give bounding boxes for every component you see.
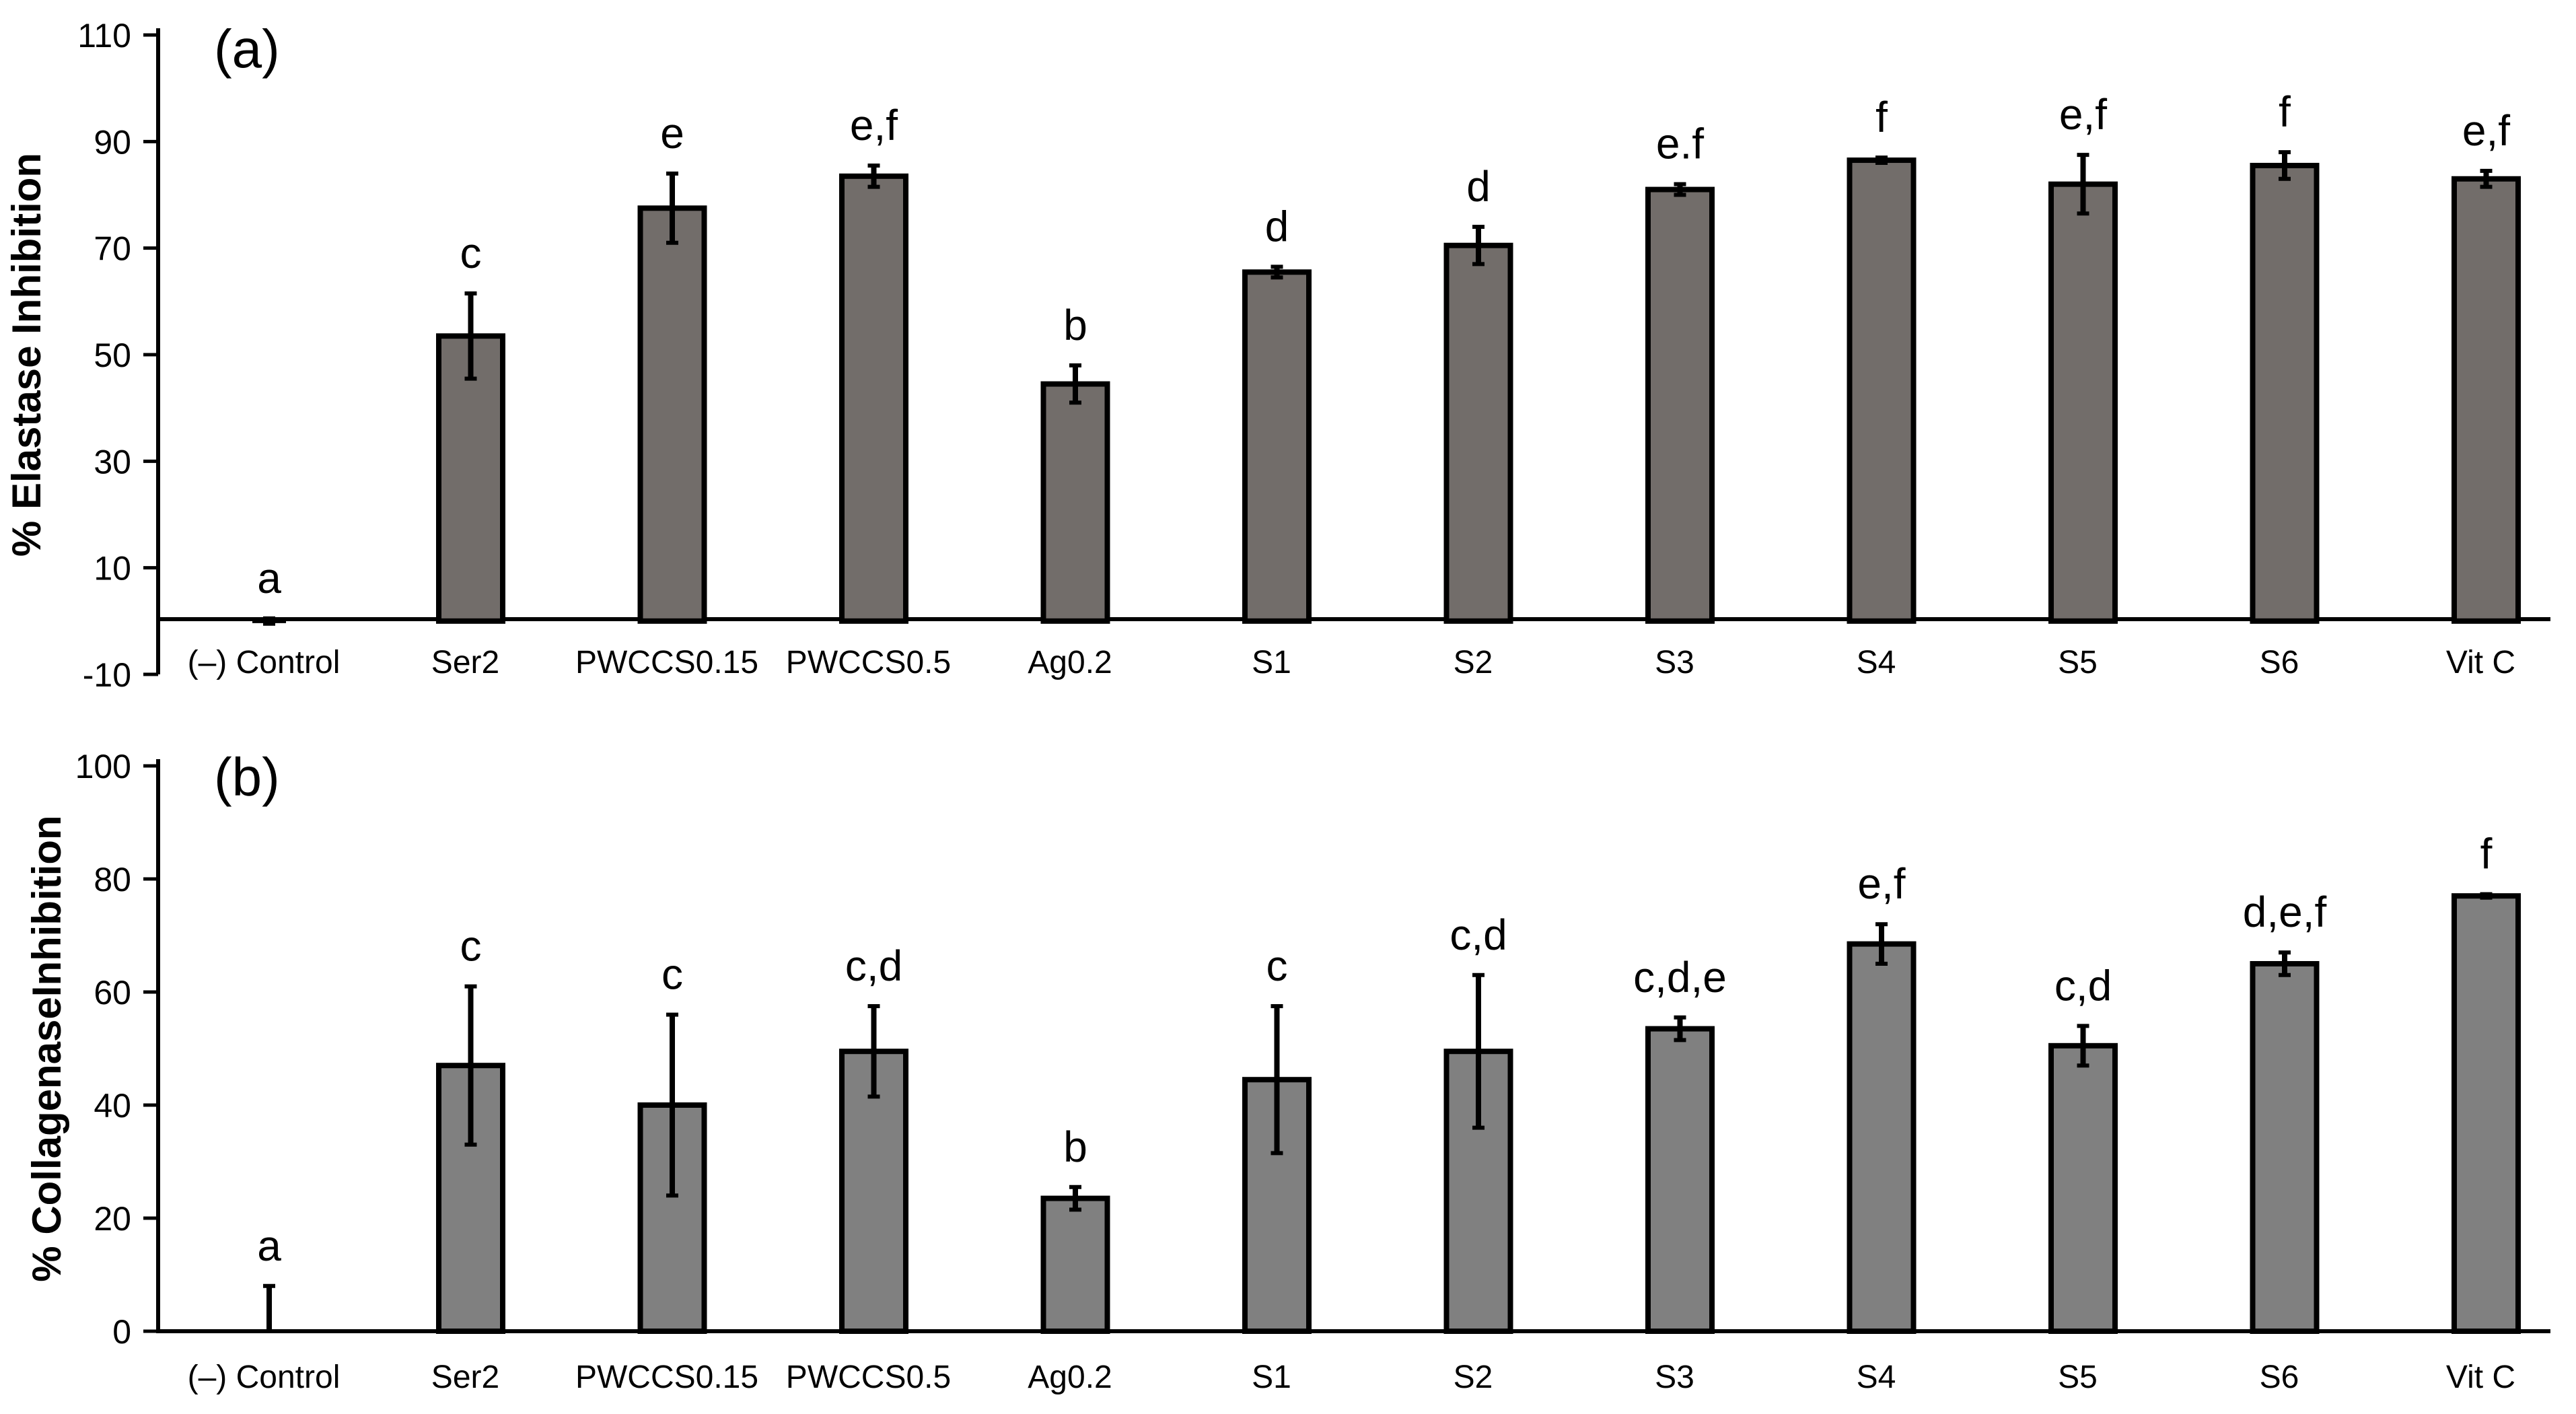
- category-label: Ag0.2: [1028, 645, 1112, 680]
- significance-label: c: [460, 229, 482, 277]
- category-label: (–) Control: [188, 645, 341, 680]
- category-label: Ser2: [431, 1359, 499, 1395]
- bar: [1847, 941, 1917, 1334]
- panel-label: (a): [214, 19, 280, 79]
- bar: [839, 173, 908, 624]
- category-label: PWCCS0.5: [786, 645, 951, 680]
- significance-label: f: [2480, 830, 2493, 878]
- bar: [1443, 242, 1513, 624]
- category-label: S1: [1252, 1359, 1291, 1395]
- y-tick-label: 40: [94, 1087, 131, 1125]
- bar: [2250, 162, 2320, 624]
- significance-label: b: [1063, 301, 1087, 349]
- category-label: S2: [1454, 645, 1493, 680]
- category-label: Vit C: [2446, 645, 2515, 680]
- significance-label: e,f: [2462, 106, 2510, 155]
- bar: [1040, 381, 1110, 624]
- significance-label: e: [660, 109, 684, 157]
- category-label: Vit C: [2446, 1359, 2515, 1395]
- significance-label: a: [257, 1222, 281, 1270]
- significance-label: d: [1265, 202, 1289, 250]
- y-tick-label: 20: [94, 1200, 131, 1238]
- y-tick-label: 60: [94, 974, 131, 1012]
- y-tick-label: 30: [94, 443, 131, 481]
- y-tick-label: 110: [77, 17, 131, 55]
- significance-label: c,d: [2054, 961, 2112, 1010]
- category-label: S1: [1252, 645, 1291, 680]
- bar: [1645, 1026, 1715, 1334]
- elastase-chart: -10 10 30 50 70 90 110 % Elastase Inhibition (a)…: [4, 17, 2550, 694]
- category-label: (–) Control: [188, 1359, 341, 1395]
- significance-label: a: [257, 554, 281, 602]
- category-label: S3: [1655, 1359, 1694, 1395]
- category-label: S3: [1655, 645, 1694, 680]
- bar: [1847, 157, 1917, 624]
- y-axis-title: % Elastase Inhibition: [4, 153, 49, 557]
- significance-label: c,d: [845, 942, 902, 990]
- category-label: PWCCS0.5: [786, 1359, 951, 1395]
- category-label: PWCCS0.15: [575, 1359, 758, 1395]
- significance-label: c,d: [1450, 911, 1507, 959]
- bar: [637, 205, 707, 624]
- significance-label: e,f: [2059, 90, 2107, 139]
- category-label: Ser2: [431, 645, 499, 680]
- significance-label: c,d,e: [1633, 953, 1727, 1001]
- panel-label: (b): [214, 747, 280, 807]
- y-tick-label: 50: [94, 337, 131, 374]
- significance-label: d: [1466, 162, 1491, 211]
- significance-label: d,e,f: [2243, 888, 2327, 936]
- y-tick-label: 90: [94, 123, 131, 161]
- bar: [1040, 1195, 1110, 1334]
- significance-label: b: [1063, 1123, 1087, 1171]
- significance-label: c: [661, 950, 683, 999]
- category-label: PWCCS0.15: [575, 645, 758, 680]
- bar: [1645, 186, 1715, 624]
- collagenase-chart: 0 20 40 60 80 100% CollagenaseInhibition (b) a (…: [24, 747, 2550, 1395]
- significance-label: e,f: [1857, 859, 1905, 908]
- category-label: S2: [1454, 1359, 1493, 1395]
- significance-label: f: [1875, 93, 1888, 141]
- significance-label: e,f: [850, 101, 898, 149]
- category-label: S6: [2260, 645, 2299, 680]
- y-tick-label: 70: [94, 230, 131, 268]
- bar: [1242, 1077, 1312, 1334]
- bar: [436, 333, 505, 624]
- y-tick-label: 0: [112, 1313, 131, 1351]
- category-label: S6: [2260, 1359, 2299, 1395]
- significance-label: f: [2279, 87, 2291, 136]
- bar: [2250, 961, 2320, 1334]
- significance-label: c: [1266, 942, 1288, 990]
- y-axis-title: % CollagenaseInhibition: [24, 815, 69, 1281]
- y-tick-label: 10: [94, 550, 131, 588]
- y-tick-label: 80: [94, 861, 131, 898]
- significance-label: e.f: [1656, 120, 1704, 168]
- y-tick-label: -10: [83, 656, 131, 694]
- bar: [1242, 269, 1312, 624]
- category-label: S5: [2058, 1359, 2098, 1395]
- category-label: S4: [1857, 645, 1896, 680]
- bar: [2452, 893, 2521, 1334]
- category-label: Ag0.2: [1028, 1359, 1112, 1395]
- bar: [2452, 176, 2521, 624]
- bar: [2048, 1042, 2118, 1335]
- significance-label: c: [460, 922, 482, 970]
- y-tick-label: 100: [75, 748, 131, 785]
- bar: [2048, 181, 2118, 624]
- category-label: S5: [2058, 645, 2098, 680]
- category-label: S4: [1857, 1359, 1896, 1395]
